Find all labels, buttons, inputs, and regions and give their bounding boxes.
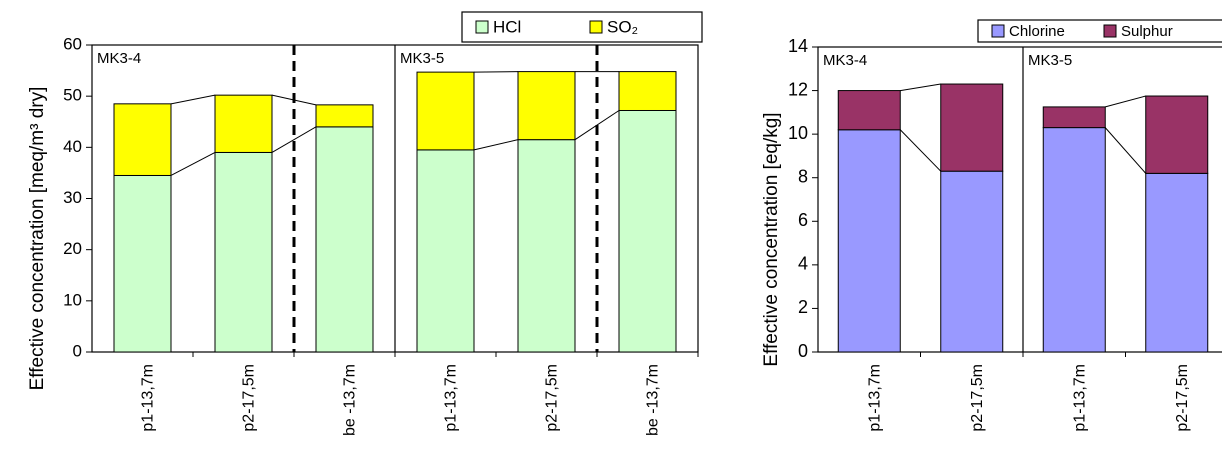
connector — [900, 83, 941, 92]
y-tick-label: 12 — [788, 79, 808, 99]
bar-segment — [416, 149, 475, 353]
y-tick-label: 2 — [798, 297, 808, 317]
bar-segment — [214, 151, 273, 353]
x-tick-label: p2-17,5m — [1174, 364, 1191, 432]
connector — [473, 139, 519, 151]
y-tick-label: 60 — [63, 34, 82, 53]
bar-segment — [517, 71, 576, 141]
connector — [899, 129, 942, 172]
connector — [473, 71, 519, 73]
legend-label: HCl — [493, 17, 521, 36]
y-tick-label: 20 — [63, 239, 82, 258]
x-tick-label: p1-13,7m — [443, 364, 460, 432]
y-tick-label: 14 — [788, 36, 808, 56]
legend-label: SO₂ — [607, 17, 638, 36]
y-tick-label: 30 — [63, 188, 82, 207]
x-tick-label: be -13,7m — [645, 364, 662, 436]
legend-swatch — [589, 20, 603, 34]
y-tick-label: 0 — [73, 341, 82, 360]
group-label: MK3-5 — [1028, 52, 1072, 69]
legend-swatch — [991, 24, 1005, 38]
bar-segment — [940, 83, 1004, 172]
y-tick-label: 40 — [63, 137, 82, 156]
bar-segment — [1145, 172, 1209, 353]
x-tick-label: p1-13,7m — [866, 364, 883, 432]
group-label: MK3-4 — [97, 50, 141, 67]
y-tick-label: 6 — [798, 210, 808, 230]
bar-segment — [113, 103, 172, 176]
connector — [1104, 127, 1147, 174]
y-axis-label: Effective concentration [meq/m³ dry] — [27, 87, 48, 391]
bar-segment — [1042, 127, 1106, 353]
y-tick-label: 0 — [798, 341, 808, 361]
connector — [271, 126, 317, 153]
legend-label: Chlorine — [1009, 23, 1065, 40]
y-tick-label: 50 — [63, 86, 82, 105]
y-axis-label: Effective concentration [eq/kg] — [761, 112, 782, 366]
y-tick-label: 10 — [63, 290, 82, 309]
y-tick-label: 4 — [798, 254, 808, 274]
bar-segment — [517, 139, 576, 353]
group-label: MK3-5 — [400, 50, 444, 67]
bar-segment — [416, 71, 475, 151]
x-tick-label: p2-17,5m — [544, 364, 561, 432]
bar-segment — [315, 126, 374, 353]
bar-segment — [214, 94, 273, 153]
connector — [170, 152, 216, 176]
bar-segment — [113, 174, 172, 353]
x-tick-label: p2-17,5m — [241, 364, 258, 432]
bar-segment — [1042, 106, 1106, 129]
legend-box — [977, 19, 1222, 43]
bar-segment — [837, 129, 901, 353]
y-tick-label: 8 — [798, 166, 808, 186]
bar-segment — [940, 170, 1004, 353]
legend-swatch — [1103, 24, 1117, 38]
x-tick-label: p1-13,7m — [1071, 364, 1088, 432]
legend-swatch — [475, 20, 489, 34]
bar-segment — [618, 109, 677, 353]
x-tick-label: p1-13,7m — [140, 364, 157, 432]
bar-segment — [837, 90, 901, 131]
x-tick-label: be -13,7m — [342, 364, 359, 436]
bar-segment — [618, 71, 677, 111]
x-tick-label: p2-17,5m — [969, 364, 986, 432]
group-label: MK3-4 — [823, 52, 867, 69]
bar-segment — [315, 104, 374, 128]
connector — [1105, 95, 1146, 108]
connector — [170, 94, 216, 105]
y-tick-label: 10 — [788, 123, 808, 143]
legend-box — [461, 11, 703, 43]
bar-segment — [1145, 95, 1209, 174]
legend-label: Sulphur — [1121, 23, 1173, 40]
